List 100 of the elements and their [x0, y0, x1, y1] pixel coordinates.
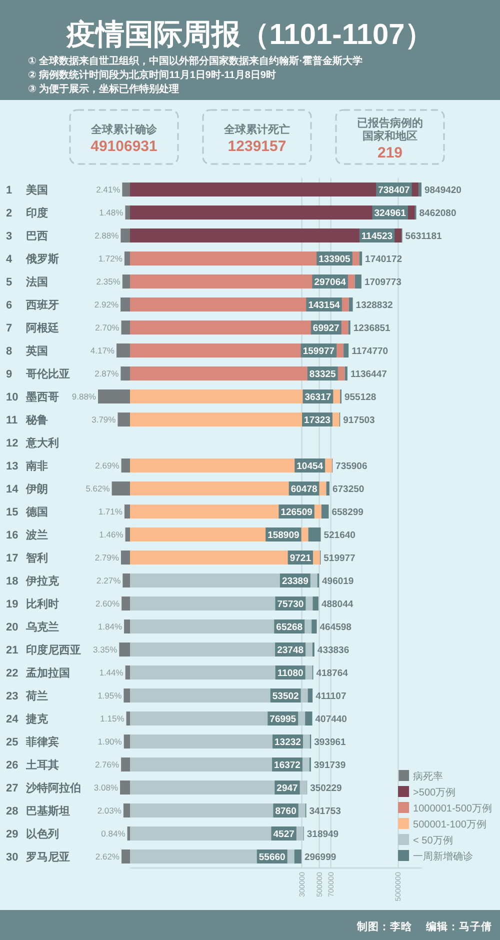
text: 已报告病例的国家和地区: [357, 116, 423, 142]
category-label: 9 哥伦比亚: [6, 368, 70, 380]
category-label: 3 巴西: [6, 230, 48, 242]
data-label: 36317: [304, 392, 332, 403]
total-label: 1328832: [356, 300, 393, 311]
total-label: 917503: [343, 415, 375, 426]
data-label: 17323: [304, 415, 330, 426]
data-label: 2.03%: [97, 806, 122, 816]
y-tick-label: 23 荷兰: [6, 690, 48, 702]
bar: [344, 344, 349, 358]
data-label: 23748: [277, 645, 304, 656]
data-label: 143154: [308, 300, 341, 311]
data-label: 2.35%: [96, 276, 121, 287]
bar: [122, 850, 130, 864]
bar: [124, 504, 130, 518]
data-label: 1.90%: [98, 736, 122, 747]
total-label: 658299: [332, 507, 364, 518]
y-tick-label: 21 印度尼西亚: [6, 644, 81, 656]
bar: [123, 804, 130, 818]
bar: [121, 320, 130, 334]
total-label: 5631181: [405, 231, 442, 242]
data-label: 1.48%: [99, 208, 124, 218]
legend-label: < 50万例: [413, 836, 453, 846]
data-label: 65268: [276, 622, 303, 633]
data-label: 1.72%: [98, 254, 123, 264]
total-label: 296999: [304, 852, 336, 863]
data-label: 158909: [268, 530, 300, 541]
y-tick-label: 14 伊朗: [6, 482, 48, 496]
total-label: 1174770: [352, 346, 388, 357]
bar: [122, 274, 130, 288]
bar: [312, 596, 318, 610]
total-label: 464598: [320, 622, 352, 633]
text: ① 全球数据来自世卫组织，中国以外部分国家数据来自约翰斯·霍普金斯大学: [28, 55, 363, 67]
y-tick-label: 29 以色列: [6, 828, 59, 840]
total-label: 350229: [310, 783, 342, 794]
total-label: 341753: [309, 806, 341, 817]
legend-label: 病死率: [413, 770, 444, 782]
data-label: 11080: [277, 668, 304, 679]
y-tick-label: 25 菲律宾: [6, 736, 59, 748]
data-label: 1.46%: [99, 530, 124, 540]
data-label: 16372: [274, 760, 300, 771]
bar: [125, 528, 130, 542]
data-label: 3.79%: [92, 414, 116, 425]
data-label: 13232: [274, 737, 301, 748]
bar: [354, 274, 362, 288]
bar: [344, 366, 348, 380]
category-label: 7 阿根廷: [6, 322, 59, 334]
bar: [124, 734, 130, 748]
category-label: 4 俄罗斯: [6, 254, 59, 266]
data-label: 2.70%: [95, 322, 120, 333]
bar: [124, 252, 130, 266]
data-label: 55660: [258, 852, 286, 863]
y-tick-label: 22 孟加拉国: [6, 666, 70, 680]
bar: [122, 596, 130, 610]
data-label: 159977: [302, 346, 335, 357]
y-tick-label: 12 意大利: [6, 436, 59, 450]
data-label: 2.76%: [94, 760, 120, 770]
data-label: 3.08%: [94, 782, 118, 793]
bar: [326, 482, 330, 496]
category-label: 1 美国: [6, 184, 48, 196]
bar: [118, 412, 130, 426]
bar: [121, 458, 130, 472]
total-label: 496019: [322, 576, 354, 587]
y-tick-label: 24 捷克: [6, 712, 49, 726]
legend-label: 一周新增确诊: [413, 850, 474, 862]
data-label: 2947: [276, 783, 298, 794]
text: 全球累计确诊: [90, 123, 158, 136]
bar: [125, 666, 130, 680]
bar: [122, 574, 130, 588]
data-label: 114523: [361, 231, 393, 242]
data-label: 1.84%: [98, 622, 122, 632]
text: ② 病例数统计时间段为北京时间11月1日9时-11月8日9时: [28, 69, 276, 81]
data-label: 1.44%: [99, 668, 124, 678]
total-label: 8462080: [419, 208, 456, 219]
total-label: 407440: [315, 714, 347, 725]
legend-label: 500001-100万例: [413, 820, 486, 830]
data-label: 75730: [277, 599, 304, 610]
total-label: 1709773: [364, 277, 402, 288]
data-label: 9721: [290, 553, 312, 564]
total-label: 488044: [321, 599, 354, 610]
bar: [116, 344, 130, 358]
category-label: 5 法国: [6, 276, 48, 288]
y-tick-label: 20 乌克兰: [6, 620, 59, 634]
total-label: 318949: [306, 829, 339, 840]
bar: [127, 826, 130, 840]
total-label: 9849420: [424, 185, 462, 196]
data-label: 738407: [378, 185, 410, 196]
bar: [321, 504, 329, 518]
data-label: 83325: [309, 369, 337, 380]
bar: [122, 182, 130, 196]
total-label: 1136447: [350, 369, 387, 380]
y-tick-label: 17 智利: [6, 552, 48, 564]
y-tick-label: 27 沙特阿拉伯: [6, 782, 81, 794]
data-label: 2.60%: [95, 598, 120, 609]
text: 1239157: [228, 138, 286, 155]
legend-label: >500万例: [413, 788, 456, 798]
bar: [418, 182, 422, 196]
y-tick-label: 19 比利时: [6, 598, 59, 610]
bar: [120, 550, 130, 564]
bar: [305, 712, 312, 726]
